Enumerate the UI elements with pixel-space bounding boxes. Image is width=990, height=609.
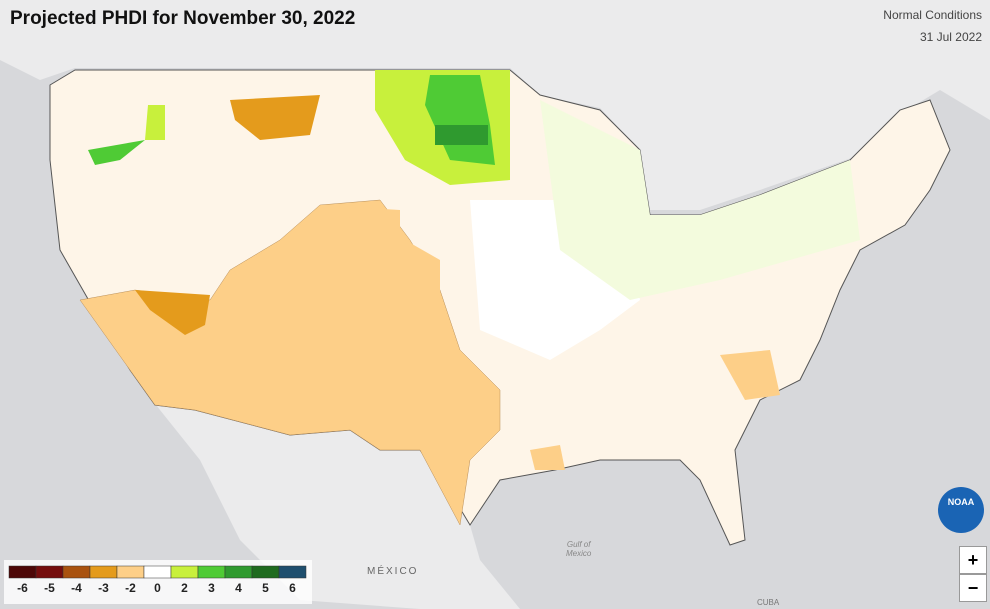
region-drier: [230, 95, 320, 140]
mexico: [130, 370, 520, 609]
region-dry: [720, 350, 780, 400]
region-wetter: [88, 140, 145, 165]
gulf-label-line: Mexico: [566, 549, 592, 558]
legend-swatch: [8, 565, 37, 579]
legend-label: 3: [208, 581, 215, 595]
legend-label: 6: [289, 581, 296, 595]
title: Projected PHDI for November 30, 2022: [10, 8, 356, 29]
island-label: CUBA: [757, 598, 780, 607]
country-label: MÉXICO: [367, 566, 419, 577]
legend-swatch: [278, 565, 307, 579]
logo: NOAA: [938, 487, 984, 533]
legend-label: 4: [235, 581, 242, 595]
legend-label: -3: [98, 581, 109, 595]
legend-swatch: [197, 565, 226, 579]
legend-swatch: [89, 565, 118, 579]
region-dry: [320, 205, 440, 300]
subtitle: Normal Conditions: [883, 8, 982, 22]
gulf-label-line: Gulf of: [566, 540, 591, 549]
zoom-out[interactable]: −: [959, 574, 987, 602]
region-dry: [79, 199, 501, 526]
legend-swatch: [224, 565, 253, 579]
legend: -6 -5 -4 -3 -2 0 2 3 4 5 6: [4, 560, 312, 604]
gulf-label: Gulf of Mexico: [566, 540, 591, 558]
region-wet: [540, 100, 860, 300]
legend-swatch: [116, 565, 145, 579]
region-very-wet: [435, 125, 488, 145]
legend-label: 0: [154, 581, 161, 595]
region-drier: [135, 290, 210, 335]
legend-swatch: [62, 565, 91, 579]
legend-label: -2: [125, 581, 136, 595]
legend-swatch: [143, 565, 172, 579]
legend-swatch: [251, 565, 280, 579]
legend-label: -5: [44, 581, 55, 595]
canada: [0, 0, 990, 210]
legend-label: 2: [181, 581, 188, 595]
legend-label: -6: [17, 581, 28, 595]
legend-label: 5: [262, 581, 269, 595]
legend-label: -4: [71, 581, 82, 595]
date: 31 Jul 2022: [919, 30, 982, 44]
region-dry: [530, 445, 565, 470]
zoom-in[interactable]: +: [959, 546, 987, 574]
region-wet: [145, 105, 165, 140]
legend-swatch: [170, 565, 199, 579]
legend-swatch: [35, 565, 64, 579]
